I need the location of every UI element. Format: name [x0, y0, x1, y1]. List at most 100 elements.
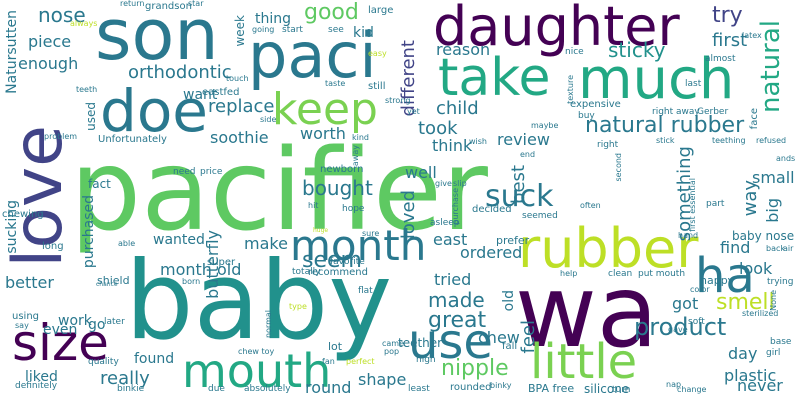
cloud-word: much [578, 47, 735, 112]
cloud-word: suck [485, 179, 554, 214]
cloud-word: feel [518, 320, 539, 354]
cloud-word: son [95, 0, 219, 76]
cloud-word: used [84, 102, 98, 131]
cloud-word: pacifier [70, 126, 488, 256]
cloud-word: loved [398, 190, 419, 240]
cloud-word: asleep [430, 218, 460, 228]
cloud-word: girl [766, 348, 781, 358]
cloud-word: purchase [451, 188, 460, 225]
cloud-word: eastfed [202, 87, 240, 98]
cloud-word: look [739, 259, 773, 278]
cloud-word: chance [96, 281, 118, 288]
cloud-word: clean [608, 269, 633, 279]
cloud-word: ands [776, 154, 796, 163]
cloud-word: hit [308, 201, 319, 210]
cloud-word: turn [612, 385, 631, 395]
cloud-word: long [42, 241, 64, 252]
cloud-word: maybe [531, 121, 559, 130]
cloud-word: mouth [182, 344, 332, 398]
cloud-word: best [508, 165, 529, 204]
cloud-word: later [104, 317, 125, 327]
cloud-word: taste [325, 79, 346, 88]
cloud-word: change [677, 385, 707, 394]
cloud-word: thing [255, 11, 292, 27]
cloud-word: good [304, 0, 359, 25]
cloud-word: baby nose [732, 229, 795, 243]
cloud-word: put mouth [638, 269, 686, 279]
cloud-word: born [182, 277, 201, 286]
cloud-word: worth [300, 124, 346, 143]
cloud-word: shield [97, 274, 130, 287]
cloud-word: face [749, 108, 760, 130]
cloud-word: piece [28, 32, 72, 51]
cloud-word: least [408, 384, 430, 394]
cloud-word: natural rubber [585, 113, 745, 138]
cloud-word: favorite [330, 257, 365, 267]
cloud-word: work [58, 313, 92, 329]
cloud-word: seem [302, 248, 362, 273]
cloud-word: came [382, 339, 405, 348]
cloud-word: wish [469, 137, 488, 146]
cloud-word: enough [18, 54, 79, 73]
cloud-word: side [260, 115, 277, 124]
cloud-word: child [436, 98, 479, 119]
cloud-word: well [405, 163, 437, 182]
cloud-word: nose [38, 3, 86, 27]
cloud-word: star [188, 0, 204, 8]
cloud-word: made [428, 288, 485, 312]
cloud-word: review [497, 130, 550, 149]
cloud-word: binkie [117, 384, 145, 394]
cloud-word: large [368, 5, 394, 16]
cloud-word: last [685, 79, 702, 89]
cloud-word: always [70, 19, 98, 28]
cloud-word: chew [478, 328, 520, 347]
cloud-word: expensive [570, 99, 621, 110]
cloud-word: binky [490, 381, 512, 390]
cloud-word: definitely [15, 381, 58, 391]
cloud-word: absolutely [244, 384, 291, 394]
cloud-word: orthodontic [128, 62, 232, 83]
cloud-word: silicone [584, 382, 630, 396]
cloud-word: try [712, 3, 743, 28]
cloud-word: Unfortunately [98, 134, 167, 145]
cloud-word: baby [125, 239, 393, 364]
cloud-word: soothie [210, 128, 269, 147]
cloud-word: latex [742, 31, 762, 40]
cloud-word: stick [656, 136, 675, 145]
cloud-word: recommend [308, 267, 368, 278]
cloud-word: away [351, 145, 360, 167]
cloud-word: buy [578, 111, 595, 121]
cloud-word: refused [756, 136, 787, 145]
cloud-word: problem [44, 132, 78, 141]
cloud-word: hand [678, 231, 699, 240]
cloud-word: able [118, 239, 136, 248]
cloud-word: easy [368, 49, 387, 58]
cloud-word: wa [515, 253, 659, 370]
cloud-word: chew toy [238, 347, 275, 356]
cloud-word: nice [565, 47, 584, 57]
cloud-word: perfect [346, 357, 375, 366]
cloud-word: Natursutten [4, 10, 20, 94]
cloud-word: got [672, 294, 699, 313]
cloud-word: return [120, 0, 145, 8]
cloud-word: make [244, 234, 288, 253]
cloud-word: air [783, 244, 794, 253]
cloud-word: first [712, 30, 748, 51]
cloud-word: fact [88, 177, 111, 191]
cloud-word: BPA free [528, 382, 575, 395]
cloud-word: smell [716, 290, 775, 315]
cloud-word: help [560, 269, 578, 278]
cloud-word: want [183, 87, 218, 103]
cloud-word: back [766, 244, 786, 253]
cloud-word: lot [328, 340, 343, 353]
cloud-word: really [100, 368, 150, 389]
cloud-word: almost [705, 54, 736, 64]
cloud-word: gave [668, 325, 688, 334]
cloud-word: small [752, 168, 795, 187]
cloud-word: nipple [441, 356, 509, 381]
cloud-word: high [416, 355, 436, 365]
cloud-word: never [737, 376, 783, 395]
cloud-word: go [88, 317, 106, 333]
cloud-word: grandson [145, 1, 192, 12]
